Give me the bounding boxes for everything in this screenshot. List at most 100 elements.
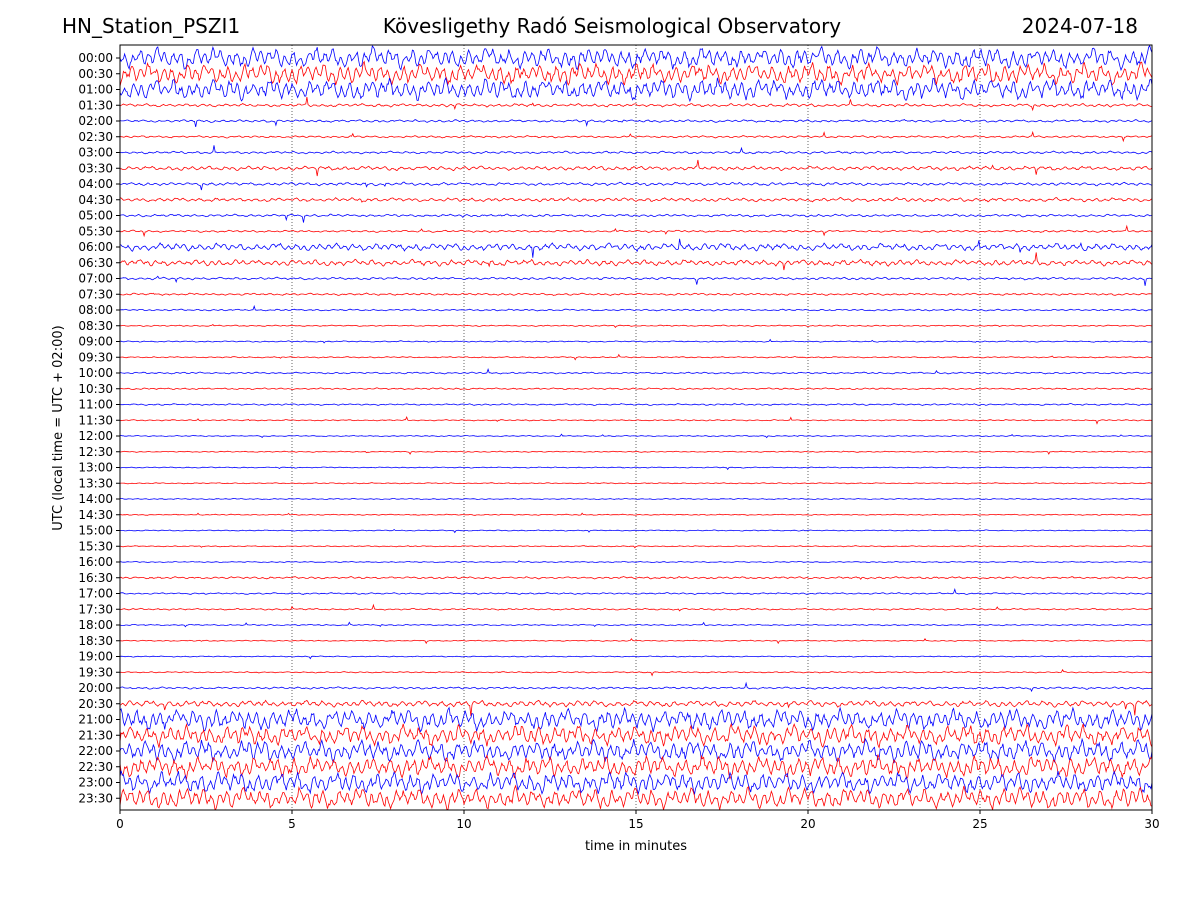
trace-line bbox=[120, 368, 1152, 375]
y-tick-label: 04:00 bbox=[78, 177, 113, 191]
trace-line bbox=[120, 159, 1152, 177]
y-tick-label: 04:30 bbox=[78, 193, 113, 207]
trace-line bbox=[120, 512, 1152, 516]
y-tick-label: 19:30 bbox=[78, 665, 113, 679]
trace-line bbox=[120, 338, 1152, 344]
y-tick-label: 08:00 bbox=[78, 303, 113, 317]
y-tick-label: 14:30 bbox=[78, 508, 113, 522]
trace-line bbox=[120, 754, 1152, 781]
trace-line bbox=[120, 603, 1152, 612]
trace-line bbox=[120, 621, 1152, 628]
trace-line bbox=[120, 213, 1152, 223]
trace-line bbox=[120, 655, 1152, 660]
x-tick-label: 10 bbox=[456, 817, 471, 831]
y-tick-label: 02:00 bbox=[78, 114, 113, 128]
y-tick-label: 13:00 bbox=[78, 461, 113, 475]
station-name: HN_Station_PSZI1 bbox=[62, 14, 241, 38]
y-tick-label: 15:30 bbox=[78, 539, 113, 553]
y-tick-label: 18:30 bbox=[78, 634, 113, 648]
y-tick-label: 22:00 bbox=[78, 744, 113, 758]
trace-line bbox=[120, 560, 1152, 564]
trace-line bbox=[120, 699, 1152, 717]
y-tick-label: 07:30 bbox=[78, 287, 113, 301]
trace-line bbox=[120, 304, 1152, 312]
traces bbox=[120, 45, 1152, 810]
trace-line bbox=[120, 292, 1152, 296]
y-tick-label: 15:00 bbox=[78, 524, 113, 538]
y-tick-label: 01:30 bbox=[78, 98, 113, 112]
trace-line bbox=[120, 706, 1152, 733]
y-tick-label: 11:30 bbox=[78, 413, 113, 427]
y-tick-label: 19:00 bbox=[78, 650, 113, 664]
trace-line bbox=[120, 224, 1152, 238]
trace-line bbox=[120, 770, 1152, 796]
trace-line bbox=[120, 681, 1152, 693]
trace-line bbox=[120, 668, 1152, 677]
x-tick-label: 20 bbox=[800, 817, 815, 831]
y-tick-label: 07:00 bbox=[78, 272, 113, 286]
y-tick-label: 01:00 bbox=[78, 83, 113, 97]
trace-line bbox=[120, 722, 1152, 749]
y-tick-label: 00:00 bbox=[78, 51, 113, 65]
y-tick-label: 21:00 bbox=[78, 713, 113, 727]
x-tick-label: 5 bbox=[288, 817, 296, 831]
y-tick-label: 23:30 bbox=[78, 791, 113, 805]
trace-line bbox=[120, 60, 1152, 87]
y-tick-label: 21:30 bbox=[78, 728, 113, 742]
trace-line bbox=[120, 784, 1152, 810]
trace-line bbox=[120, 528, 1152, 534]
trace-line bbox=[120, 323, 1152, 329]
trace-line bbox=[120, 252, 1152, 271]
y-tick-label: 12:00 bbox=[78, 429, 113, 443]
trace-line bbox=[120, 545, 1152, 549]
y-tick-label: 17:00 bbox=[78, 587, 113, 601]
y-tick-label: 20:00 bbox=[78, 681, 113, 695]
trace-line bbox=[120, 45, 1152, 72]
y-tick-label: 10:30 bbox=[78, 382, 113, 396]
y-tick-label: 00:30 bbox=[78, 67, 113, 81]
trace-line bbox=[120, 353, 1152, 361]
x-tick-label: 15 bbox=[628, 817, 643, 831]
x-axis-label: time in minutes bbox=[585, 839, 687, 854]
x-axis: 0 5 10 15 20 25 30 bbox=[116, 810, 1160, 831]
y-tick-label: 17:30 bbox=[78, 602, 113, 616]
y-tick-label: 03:30 bbox=[78, 161, 113, 175]
trace-line bbox=[120, 737, 1152, 764]
trace-line bbox=[120, 638, 1152, 645]
trace-line bbox=[120, 497, 1152, 501]
trace-line bbox=[120, 238, 1152, 258]
trace-line bbox=[120, 587, 1152, 595]
y-tick-label: 08:30 bbox=[78, 319, 113, 333]
y-tick-label: 02:30 bbox=[78, 130, 113, 144]
y-tick-label: 06:00 bbox=[78, 240, 113, 254]
y-tick-label: 09:30 bbox=[78, 350, 113, 364]
y-tick-label: 20:30 bbox=[78, 697, 113, 711]
trace-line bbox=[120, 450, 1152, 455]
trace-line bbox=[120, 466, 1152, 471]
chart-title: Kövesligethy Radó Seismological Observat… bbox=[382, 14, 842, 38]
trace-line bbox=[120, 433, 1152, 439]
y-tick-label: 16:30 bbox=[78, 571, 113, 585]
x-tick-label: 30 bbox=[1144, 817, 1159, 831]
trace-line bbox=[120, 576, 1152, 580]
y-tick-label: 05:00 bbox=[78, 209, 113, 223]
trace-line bbox=[120, 145, 1152, 155]
y-tick-label: 22:30 bbox=[78, 760, 113, 774]
trace-line bbox=[120, 119, 1152, 127]
trace-line bbox=[120, 416, 1152, 425]
y-tick-label: 03:00 bbox=[78, 146, 113, 160]
trace-line bbox=[120, 76, 1152, 103]
trace-line bbox=[120, 403, 1152, 406]
x-tick-label: 0 bbox=[116, 817, 124, 831]
y-tick-label: 11:00 bbox=[78, 398, 113, 412]
trace-line bbox=[120, 275, 1152, 286]
trace-line bbox=[120, 387, 1152, 391]
x-tick-label: 25 bbox=[972, 817, 987, 831]
trace-line bbox=[120, 482, 1152, 485]
y-tick-label: 14:00 bbox=[78, 492, 113, 506]
y-tick-label: 18:00 bbox=[78, 618, 113, 632]
y-tick-label: 05:30 bbox=[78, 224, 113, 238]
trace-line bbox=[120, 130, 1152, 143]
